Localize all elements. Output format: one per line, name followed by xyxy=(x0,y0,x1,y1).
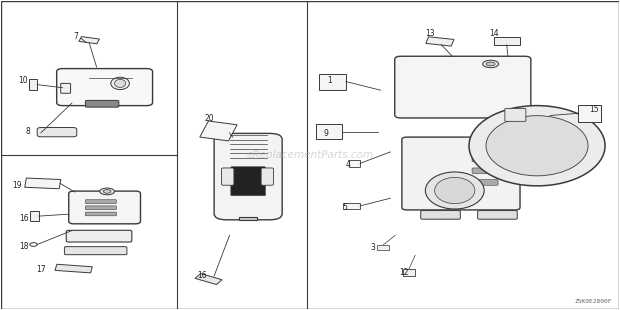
Bar xyxy=(239,217,257,220)
Bar xyxy=(319,73,346,90)
Text: 19: 19 xyxy=(12,181,22,190)
FancyBboxPatch shape xyxy=(64,247,127,255)
FancyBboxPatch shape xyxy=(86,200,117,203)
FancyBboxPatch shape xyxy=(505,108,526,121)
Text: eReplacementParts.com: eReplacementParts.com xyxy=(246,150,374,160)
Bar xyxy=(494,37,520,45)
FancyBboxPatch shape xyxy=(261,168,273,185)
Text: 12: 12 xyxy=(399,268,409,277)
Bar xyxy=(200,121,237,141)
Bar xyxy=(316,124,342,139)
Ellipse shape xyxy=(100,188,115,195)
Text: 4: 4 xyxy=(346,160,351,169)
Ellipse shape xyxy=(104,189,111,193)
FancyBboxPatch shape xyxy=(56,69,153,106)
Text: 13: 13 xyxy=(425,29,435,38)
Text: 9: 9 xyxy=(324,129,329,138)
Bar xyxy=(378,245,389,250)
Text: 18: 18 xyxy=(19,241,29,250)
Bar xyxy=(343,203,360,209)
Bar xyxy=(349,160,360,167)
FancyBboxPatch shape xyxy=(66,230,132,242)
FancyBboxPatch shape xyxy=(395,56,531,118)
Bar xyxy=(578,105,601,122)
Bar xyxy=(30,211,39,221)
Text: 1: 1 xyxy=(327,77,332,86)
Ellipse shape xyxy=(425,172,484,209)
Text: 5: 5 xyxy=(342,203,347,212)
FancyBboxPatch shape xyxy=(86,206,117,210)
Text: 8: 8 xyxy=(25,127,30,136)
FancyBboxPatch shape xyxy=(37,127,77,137)
Ellipse shape xyxy=(111,77,130,90)
Bar xyxy=(29,79,37,90)
FancyBboxPatch shape xyxy=(472,168,498,174)
Ellipse shape xyxy=(486,62,495,66)
FancyBboxPatch shape xyxy=(61,83,71,93)
Text: 16: 16 xyxy=(197,272,207,281)
Text: 15: 15 xyxy=(590,105,600,114)
Ellipse shape xyxy=(469,106,605,186)
Bar xyxy=(55,264,92,273)
FancyBboxPatch shape xyxy=(402,137,520,210)
FancyBboxPatch shape xyxy=(69,191,141,224)
Ellipse shape xyxy=(482,60,498,68)
Text: 17: 17 xyxy=(37,265,46,274)
Text: Z5K0E2800F: Z5K0E2800F xyxy=(574,299,612,304)
Text: 20: 20 xyxy=(205,114,215,123)
FancyBboxPatch shape xyxy=(214,133,282,220)
FancyBboxPatch shape xyxy=(221,168,234,185)
Bar xyxy=(195,273,222,285)
Ellipse shape xyxy=(435,177,475,204)
FancyBboxPatch shape xyxy=(477,210,517,219)
Bar xyxy=(25,178,61,189)
Text: 7: 7 xyxy=(74,32,79,41)
FancyBboxPatch shape xyxy=(231,167,265,196)
Text: 10: 10 xyxy=(18,77,28,86)
Ellipse shape xyxy=(115,79,126,87)
FancyBboxPatch shape xyxy=(472,156,498,162)
Bar xyxy=(426,37,454,46)
FancyBboxPatch shape xyxy=(86,100,119,107)
Ellipse shape xyxy=(486,116,588,176)
FancyBboxPatch shape xyxy=(421,210,460,219)
Text: 14: 14 xyxy=(489,29,499,38)
Bar xyxy=(79,37,99,44)
FancyBboxPatch shape xyxy=(86,212,117,216)
Text: 3: 3 xyxy=(371,243,376,252)
Text: 16: 16 xyxy=(19,214,29,223)
Bar xyxy=(404,269,415,276)
FancyBboxPatch shape xyxy=(472,180,498,185)
